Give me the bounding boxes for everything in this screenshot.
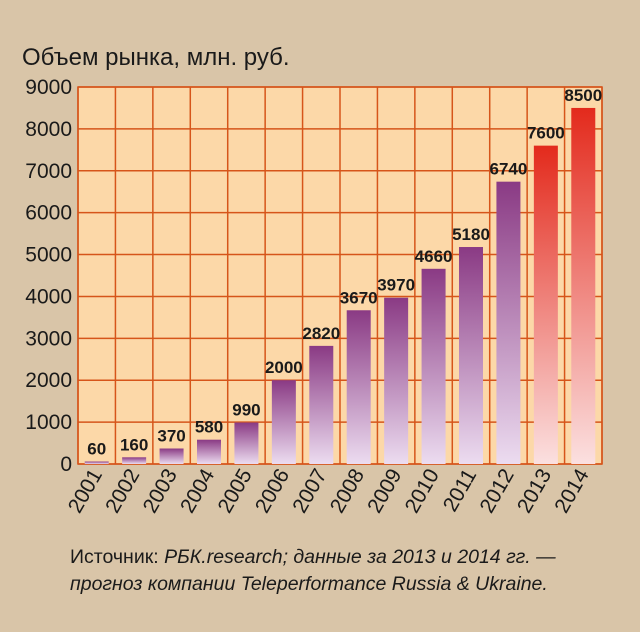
bar-2012	[496, 181, 521, 464]
y-tick-label: 3000	[25, 327, 72, 350]
y-tick-label: 9000	[25, 76, 72, 99]
x-tick-label-2002: 2002	[101, 465, 144, 517]
bar-2013	[533, 145, 558, 464]
bar-2002	[122, 457, 147, 464]
data-label-2006: 2000	[265, 358, 303, 377]
y-tick-label: 4000	[25, 285, 72, 308]
bars	[84, 107, 596, 464]
y-tick-label: 0	[60, 453, 72, 476]
x-tick-label-2012: 2012	[475, 465, 518, 517]
bar-2009	[384, 297, 409, 464]
data-label-2005: 990	[232, 401, 260, 420]
bar-2011	[459, 247, 483, 464]
y-tick-label: 6000	[25, 202, 72, 225]
y-tick-label: 2000	[25, 369, 72, 392]
x-tick-label-2011: 2011	[439, 465, 482, 516]
x-axis-ticks: 2001200220032004200520062007200820092010…	[64, 465, 594, 517]
y-axis-title: Объем рынка, млн. руб.	[22, 44, 290, 71]
data-label-2007: 2820	[302, 324, 340, 343]
data-label-2003: 370	[157, 427, 185, 446]
x-tick-label-2005: 2005	[213, 465, 256, 517]
data-label-2011: 5180	[452, 225, 490, 244]
source-lead: Источник:	[70, 546, 165, 568]
y-tick-label: 1000	[25, 411, 72, 434]
bar-2006	[271, 380, 296, 464]
bar-2004	[197, 439, 221, 464]
data-label-2009: 3970	[377, 276, 415, 295]
source-line-2: прогноз компании Teleperformance Russia …	[70, 573, 548, 595]
y-tick-label: 7000	[25, 160, 72, 183]
y-axis-ticks: 0 1000 2000 3000 4000 5000 6000 7000 8000 9000	[25, 76, 72, 476]
x-tick-label-2010: 2010	[401, 465, 444, 517]
bar-2001	[84, 461, 109, 464]
x-tick-label-2009: 2009	[363, 465, 406, 517]
source-note: Источник: РБК.research; данные за 2013 и…	[70, 544, 556, 598]
bar-2014	[571, 107, 596, 464]
x-tick-label-2007: 2007	[288, 465, 331, 517]
y-tick-label: 8000	[25, 118, 72, 141]
x-tick-label-2008: 2008	[326, 465, 369, 517]
grid-lines	[77, 86, 603, 465]
bar-2003	[159, 448, 184, 464]
y-tick-label: 5000	[25, 244, 72, 267]
plot-border	[77, 86, 603, 465]
data-label-2004: 580	[195, 418, 223, 437]
data-label-2008: 3670	[340, 288, 378, 307]
data-label-2013: 7600	[527, 124, 565, 143]
data-label-2012: 6740	[490, 160, 528, 179]
data-label-2001: 60	[87, 439, 106, 458]
bar-2008	[346, 310, 371, 464]
x-tick-label-2013: 2013	[513, 465, 556, 517]
source-line-1: Источник: РБК.research; данные за 2013 и…	[70, 544, 556, 571]
data-label-2010: 4660	[415, 247, 453, 266]
source-line-1-rest: РБК.research; данные за 2013 и 2014 гг. …	[164, 546, 556, 568]
x-tick-label-2003: 2003	[139, 465, 182, 517]
x-tick-label-2006: 2006	[251, 465, 294, 517]
x-tick-label-2004: 2004	[176, 465, 219, 517]
x-tick-label-2014: 2014	[550, 465, 593, 517]
bar-2007	[309, 345, 334, 464]
bar-2010	[421, 268, 446, 464]
bar-2005	[234, 422, 259, 464]
data-label-2014: 8500	[564, 86, 602, 105]
data-label-2002: 160	[120, 435, 148, 454]
